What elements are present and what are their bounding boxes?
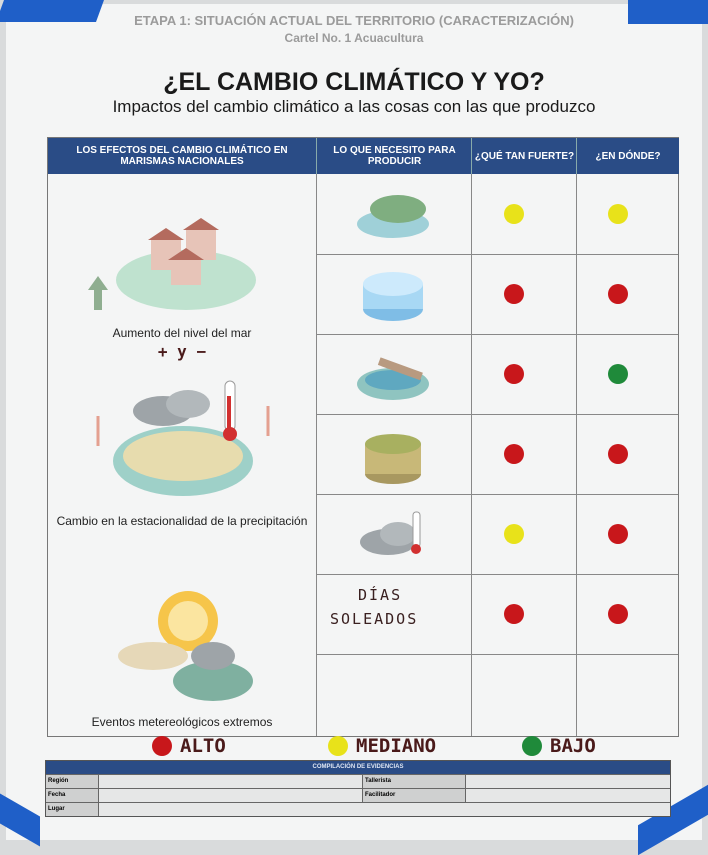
sun-storm-icon — [118, 591, 253, 701]
legend-item-alto: ALTO — [152, 735, 226, 757]
form-row — [46, 788, 670, 802]
cloud-thermometer-icon — [360, 511, 421, 555]
strength-rating-dot-red — [504, 284, 524, 304]
field-label: Facilitador — [362, 789, 466, 802]
strength-rating-dot-yellow — [504, 524, 524, 544]
houses-flood-icon — [88, 218, 256, 310]
form-row — [46, 802, 670, 816]
handwritten-need: DÍAS — [358, 586, 403, 604]
tape — [628, 0, 708, 24]
red-dot-icon — [152, 736, 172, 756]
strength-rating-dot-red — [504, 604, 524, 624]
effect-label: Cambio en la estacionalidad de la precip… — [56, 514, 308, 528]
divider — [316, 174, 317, 736]
field-label: Fecha — [46, 789, 99, 802]
poster-number: Cartel No. 1 Acuacultura — [284, 31, 424, 45]
impact-table: LOS EFECTOS DEL CAMBIO CLIMÁTICO EN MARI… — [47, 137, 679, 737]
where-rating-dot-red — [608, 284, 628, 304]
column-header: ¿QUÉ TAN FUERTE? — [471, 138, 577, 174]
legend-item-bajo: BAJO — [522, 735, 596, 757]
yellow-dot-icon — [328, 736, 348, 756]
legend-label: ALTO — [180, 735, 226, 757]
row-divider — [316, 494, 678, 495]
divider — [471, 174, 472, 736]
legend-item-mediano: MEDIANO — [328, 735, 436, 757]
row-divider — [316, 654, 678, 655]
where-rating-dot-red — [608, 604, 628, 624]
page-title: ¿EL CAMBIO CLIMÁTICO Y YO? — [163, 68, 545, 96]
handwritten-need: SOLEADOS — [330, 610, 419, 628]
column-header: LOS EFECTOS DEL CAMBIO CLIMÁTICO EN MARI… — [48, 138, 316, 174]
strength-rating-dot-red — [504, 444, 524, 464]
where-rating-dot-green — [608, 364, 628, 384]
column-header: ¿EN DÓNDE? — [576, 138, 679, 174]
field-label: Tallerista — [362, 775, 466, 788]
strength-rating-dot-red — [504, 364, 524, 384]
evidence-title: COMPILACIÓN DE EVIDENCIAS — [46, 761, 670, 774]
where-rating-dot-red — [608, 524, 628, 544]
row-divider — [316, 574, 678, 575]
divider — [576, 174, 577, 736]
effect-label: Eventos metereológicos extremos — [91, 715, 273, 729]
row-divider — [316, 254, 678, 255]
where-rating-dot-red — [608, 444, 628, 464]
column-header: LO QUE NECESITO PARA PRODUCIR — [316, 138, 472, 174]
field-label: Región — [46, 775, 99, 788]
evidence-form: COMPILACIÓN DE EVIDENCIAS Región Fecha L… — [45, 760, 671, 817]
strength-rating-dot-yellow — [504, 204, 524, 224]
row-divider — [316, 334, 678, 335]
field-label: Lugar — [46, 803, 99, 816]
mangrove-island-icon — [357, 195, 429, 238]
form-row — [46, 774, 670, 788]
handwritten-note: + y − — [157, 342, 207, 361]
effect-label: Aumento del nivel del mar — [112, 326, 252, 340]
water-icon — [363, 272, 423, 321]
soil-icon — [365, 434, 421, 484]
legend-label: BAJO — [550, 735, 596, 757]
green-dot-icon — [522, 736, 542, 756]
pond-channel-icon — [357, 357, 429, 400]
legend-label: MEDIANO — [356, 735, 437, 757]
row-divider — [316, 414, 678, 415]
where-rating-dot-yellow — [608, 204, 628, 224]
page-subtitle: Impactos del cambio climático a las cosa… — [112, 97, 596, 116]
stage-title: ETAPA 1: SITUACIÓN ACTUAL DEL TERRITORIO… — [134, 13, 574, 28]
rain-thermometer-icon — [96, 380, 270, 496]
